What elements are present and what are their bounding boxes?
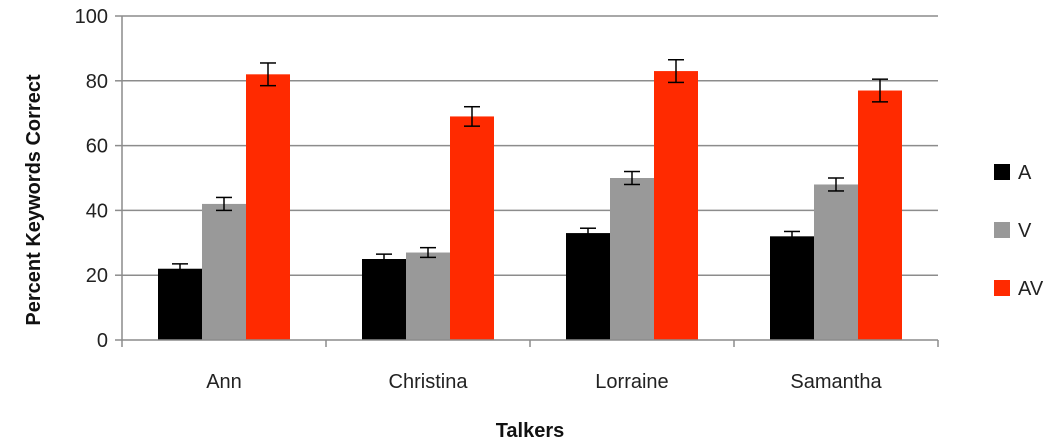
legend-label-v: V — [1018, 220, 1032, 242]
error-bar — [420, 246, 436, 259]
legend-swatch-av — [994, 280, 1010, 296]
error-bar — [172, 263, 188, 275]
error-bar — [668, 58, 684, 84]
error-bar — [784, 230, 800, 242]
error-bar — [464, 105, 480, 127]
error-bar — [872, 78, 888, 103]
legend-swatch-a — [994, 164, 1010, 180]
bar-av-samantha — [858, 90, 902, 341]
y-tick-label: 40 — [86, 200, 108, 222]
y-tick-label: 80 — [86, 71, 108, 93]
y-tick-label: 0 — [97, 330, 108, 352]
bar-v-christina — [406, 252, 450, 340]
axes — [121, 16, 939, 347]
error-bar — [580, 227, 596, 239]
bar-v-lorraine — [610, 178, 654, 340]
bar-a-christina — [362, 259, 406, 340]
x-tick-label: Ann — [206, 371, 242, 393]
x-tick-label: Christina — [389, 371, 469, 393]
y-tick-label: 100 — [75, 6, 108, 28]
bar-av-lorraine — [654, 71, 698, 340]
legend-swatch-v — [994, 222, 1010, 238]
error-bar — [260, 62, 276, 87]
bar-a-lorraine — [566, 233, 610, 340]
bar-a-samantha — [770, 236, 814, 340]
error-bar — [624, 170, 640, 186]
error-bar — [376, 253, 392, 265]
legend-label-a: A — [1018, 162, 1032, 184]
bar-av-christina — [450, 116, 494, 340]
x-tick-labels: Ann Christina Lorraine Samantha — [206, 371, 882, 393]
error-bar — [216, 196, 232, 212]
x-tick-label: Lorraine — [595, 371, 668, 393]
bar-a-ann — [158, 268, 202, 340]
legend-label-av: AV — [1018, 278, 1044, 300]
x-axis-title: Talkers — [496, 420, 565, 442]
bar-v-ann — [202, 203, 246, 340]
y-tick-label: 20 — [86, 265, 108, 287]
bars — [158, 71, 902, 341]
y-axis-title: Percent Keywords Correct — [23, 74, 45, 326]
error-bars — [172, 58, 888, 275]
y-tick-label: 60 — [86, 136, 108, 158]
bar-v-samantha — [814, 184, 858, 340]
y-tick-labels: 0 20 40 60 80 100 — [75, 6, 108, 352]
x-tick-label: Samantha — [790, 371, 882, 393]
error-bar — [828, 177, 844, 192]
bar-av-ann — [246, 74, 290, 340]
